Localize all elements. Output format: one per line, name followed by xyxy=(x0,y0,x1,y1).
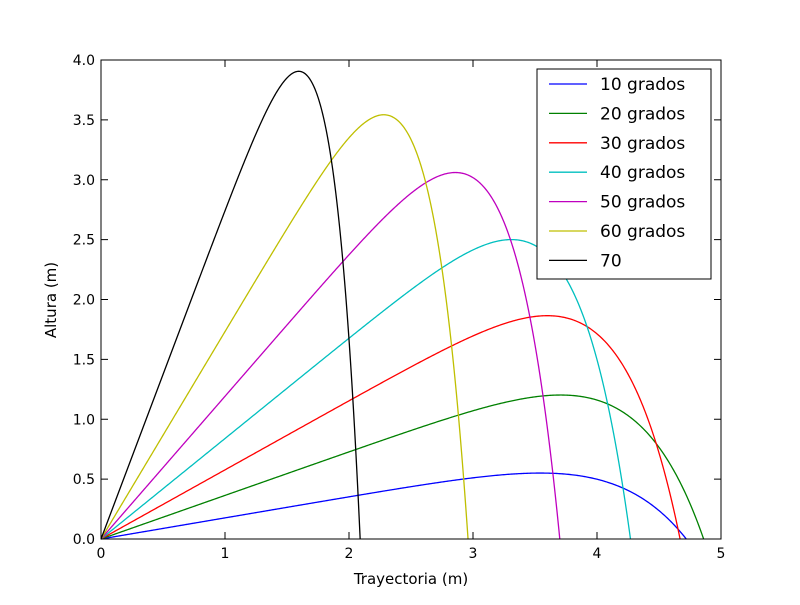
x-tick-label: 3 xyxy=(469,546,478,562)
y-tick-label: 3.5 xyxy=(73,113,95,129)
x-tick-label: 4 xyxy=(593,546,602,562)
y-tick-label: 1.5 xyxy=(73,352,95,368)
plot-frame xyxy=(100,59,722,540)
legend-label-2: 20 grados xyxy=(600,104,685,124)
series-layer xyxy=(100,70,705,540)
y-axis-label: Altura (m) xyxy=(42,262,60,338)
legend-label-4: 40 grados xyxy=(600,163,685,183)
y-tick-label: 4.0 xyxy=(73,53,95,69)
legend-box xyxy=(536,68,712,280)
legend-label-6: 60 grados xyxy=(600,222,685,242)
series-line-7 xyxy=(100,70,361,540)
y-tick-label: 2.0 xyxy=(73,293,95,309)
x-tick-label: 5 xyxy=(717,546,726,562)
series-line-6 xyxy=(100,114,469,540)
y-tick-label: 2.5 xyxy=(73,233,95,249)
x-tick-label: 2 xyxy=(345,546,354,562)
series-line-3 xyxy=(100,315,681,540)
legend-label-3: 30 grados xyxy=(600,134,685,154)
legend-label-1: 10 grados xyxy=(600,75,685,95)
x-axis-label: Trayectoria (m) xyxy=(353,570,468,588)
legend-label-5: 50 grados xyxy=(600,193,685,213)
x-tick-label: 0 xyxy=(97,546,106,562)
series-line-1 xyxy=(100,472,687,540)
y-tick-label: 0.5 xyxy=(73,472,95,488)
legend: 10 grados 20 grados 30 grados 40 grados 50 g… xyxy=(536,68,712,280)
x-tick-label: 1 xyxy=(221,546,230,562)
y-tick-label: 0.0 xyxy=(73,532,95,548)
legend-label-7: 70 xyxy=(600,251,622,271)
y-tick-label: 3.0 xyxy=(73,173,95,189)
y-tick-label: 1.0 xyxy=(73,412,95,428)
series-line-5 xyxy=(100,171,561,540)
series-line-2 xyxy=(100,394,705,540)
